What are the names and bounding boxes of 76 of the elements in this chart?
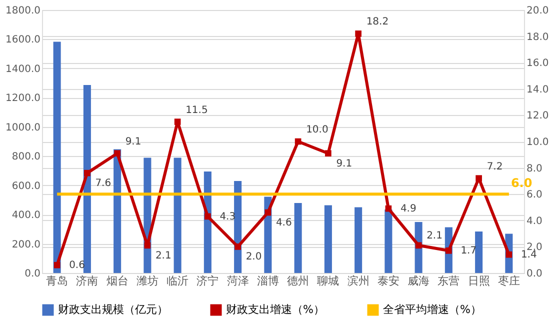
y2-tick-label: 14.0 <box>526 84 549 96</box>
bar <box>83 84 91 273</box>
data-label: 18.2 <box>366 16 389 28</box>
data-label: 4.6 <box>276 218 292 229</box>
x-tick-label: 泰安 <box>377 274 400 288</box>
point <box>325 150 332 156</box>
x-tick-label: 东营 <box>438 274 460 288</box>
data-label: 9.1 <box>336 158 352 170</box>
legend-label: 全省平均增速（%） <box>383 303 482 316</box>
legend-label: 财政支出规模（亿元） <box>58 303 168 316</box>
x-tick-label: 临沂 <box>166 274 189 288</box>
data-label: 7.6 <box>95 178 112 190</box>
y2-tick-label: 12.0 <box>526 110 549 122</box>
point <box>355 30 362 37</box>
data-label: 11.5 <box>186 104 208 116</box>
y-tick-label: 400.0 <box>12 210 40 222</box>
x-tick-label: 烟台 <box>106 274 128 288</box>
y-tick-label: 0.0 <box>24 268 40 280</box>
bar <box>324 205 332 273</box>
point <box>476 175 482 182</box>
data-label: 10.0 <box>306 124 328 136</box>
point <box>174 118 181 125</box>
y-tick-label: 200.0 <box>12 239 40 250</box>
bar <box>53 42 61 273</box>
y2-tick-label: 4.0 <box>526 216 542 227</box>
y2-tick-label: 6.0 <box>526 190 542 201</box>
data-label: 2.0 <box>246 252 262 263</box>
x-tick-label: 济南 <box>76 274 98 288</box>
legend-label: 财政支出增速（%） <box>226 303 324 316</box>
x-tick-label: 日照 <box>468 274 490 288</box>
y2-tick-label: 20.0 <box>526 6 549 16</box>
bar <box>174 158 182 273</box>
point <box>446 247 452 254</box>
data-label: 2.1 <box>155 250 172 262</box>
data-label: 7.2 <box>486 161 503 172</box>
data-label: 2.1 <box>426 230 442 242</box>
point <box>54 262 60 268</box>
x-tick-label: 潍坊 <box>136 274 158 288</box>
y2-tick-label: 0.0 <box>526 268 542 280</box>
bar <box>294 203 302 273</box>
data-label: 9.1 <box>125 136 142 148</box>
data-label: 4.9 <box>400 204 416 215</box>
y2-tick-label: 18.0 <box>526 32 549 43</box>
y-tick-label: 1000.0 <box>6 122 40 134</box>
y2-tick-label: 16.0 <box>526 58 549 70</box>
y-tick-label: 1800.0 <box>6 6 40 16</box>
y-tick-label: 1200.0 <box>6 93 40 104</box>
point <box>114 150 120 156</box>
point <box>234 244 241 250</box>
x-tick-label: 青岛 <box>46 274 68 288</box>
point <box>84 170 90 176</box>
x-tick-label: 淄博 <box>256 274 279 288</box>
bar <box>354 207 362 273</box>
y-tick-label: 1400.0 <box>6 64 40 75</box>
y2-tick-label: 10.0 <box>526 137 549 148</box>
y-tick-label: 1600.0 <box>6 34 40 46</box>
x-tick-label: 德州 <box>287 274 310 288</box>
bar <box>475 232 483 273</box>
point <box>506 251 512 258</box>
point <box>204 213 211 220</box>
x-tick-label: 聊城 <box>317 274 340 288</box>
y-tick-label: 600.0 <box>12 180 40 192</box>
x-tick-label: 威海 <box>408 274 430 288</box>
x-tick-label: 枣庄 <box>498 274 520 288</box>
y-tick-label: 800.0 <box>12 152 40 163</box>
bar <box>384 209 392 273</box>
data-label: 6.0 <box>510 176 532 190</box>
point <box>415 242 422 249</box>
x-tick-label: 济宁 <box>196 274 219 288</box>
x-tick-label: 滨州 <box>347 274 370 288</box>
y2-tick-label: 8.0 <box>526 163 542 174</box>
point <box>294 138 302 145</box>
point <box>144 242 151 249</box>
x-tick-label: 菏泽 <box>226 274 249 288</box>
point <box>385 205 392 212</box>
point <box>264 209 272 216</box>
